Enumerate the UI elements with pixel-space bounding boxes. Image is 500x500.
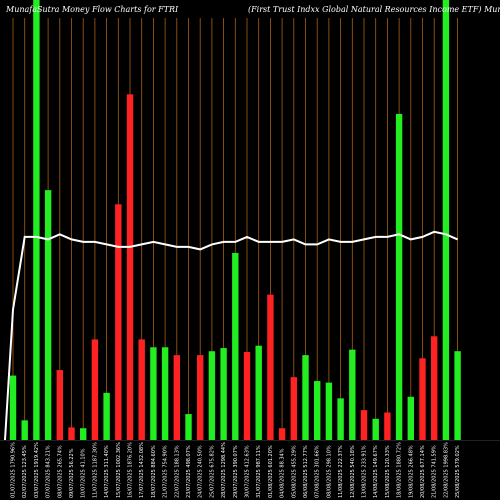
x-tick-label: 04/08/2025 88.34% — [280, 448, 286, 498]
x-tick-label: 07/08/2025 301.66% — [315, 445, 321, 498]
money-flow-bar — [185, 414, 192, 440]
x-tick-label: 02/07/2025 123.45% — [22, 445, 28, 498]
money-flow-bar — [325, 382, 333, 440]
x-tick-label: 06/08/2025 512.77% — [303, 445, 309, 498]
x-tick-label: 18/08/2025 1880.72% — [397, 442, 403, 498]
money-flow-bar — [68, 427, 75, 440]
x-tick-label: 15/07/2025 1002.36% — [116, 442, 122, 498]
x-tick-label: 21/08/2025 741.59% — [432, 445, 438, 498]
x-tick-label: 15/08/2025 120.33% — [385, 445, 391, 498]
money-flow-bar — [80, 428, 87, 440]
money-flow-bar — [314, 381, 321, 440]
x-tick-label: 07/07/2025 843.21% — [46, 445, 52, 498]
x-tick-label: 22/08/2025 1998.83% — [443, 442, 449, 498]
x-tick-label: 21/07/2025 754.90% — [163, 445, 169, 498]
price-line — [4, 230, 458, 441]
money-flow-bar — [197, 355, 204, 440]
money-flow-bar — [126, 94, 134, 441]
money-flow-bar — [91, 339, 99, 440]
x-tick-label: 01/07/2025 1790.96% — [11, 442, 17, 498]
money-flow-bar — [384, 412, 391, 440]
money-flow-bar — [278, 428, 286, 440]
x-tick-label: 16/07/2025 1876.20% — [128, 442, 134, 498]
money-flow-bar — [442, 0, 450, 440]
money-flow-bar — [115, 204, 122, 440]
x-tick-label: 29/07/2025 390.07% — [233, 445, 239, 498]
x-tick-label: 08/08/2025 298.10% — [326, 445, 332, 498]
money-flow-bar — [208, 351, 216, 440]
x-tick-label: 12/08/2025 540.18% — [350, 445, 356, 498]
x-tick-label: 31/07/2025 987.11% — [256, 445, 262, 498]
x-tick-label: 22/07/2025 188.13% — [174, 445, 180, 498]
x-tick-label: 25/08/2025 579.02% — [455, 445, 461, 498]
chart-title-left: MunafaSutra Money Flow Charts for FTRI — [5, 5, 179, 14]
x-tick-label: 25/07/2025 675.82% — [209, 445, 215, 498]
x-tick-label: 20/08/2025 677.14% — [420, 445, 426, 498]
x-tick-label: 05/08/2025 455.29% — [291, 445, 297, 498]
x-tick-label: 11/07/2025 1187.30% — [92, 442, 98, 498]
money-flow-bar — [243, 352, 251, 440]
money-flow-bar — [302, 355, 309, 440]
money-flow-bar — [56, 370, 63, 440]
money-flow-bar — [360, 410, 368, 440]
x-tick-label: 10/07/2025 41.10% — [81, 448, 87, 498]
money-flow-bar — [138, 339, 145, 440]
money-flow-bar — [395, 113, 403, 440]
chart-title-right: (First Trust Indxx Global Natural Resour… — [248, 5, 500, 14]
money-flow-bar — [454, 351, 461, 440]
x-tick-label: 09/07/2025 56.22% — [69, 448, 75, 498]
money-flow-bar — [232, 253, 239, 440]
money-flow-bar — [21, 420, 28, 440]
money-flow-bar — [103, 392, 110, 440]
x-tick-labels: 01/07/2025 1790.96% 02/07/2025 123.45% 03/… — [11, 442, 462, 498]
x-tick-label: 03/07/2025 1919.42% — [34, 442, 40, 498]
x-tick-label: 28/07/2025 1298.44% — [221, 442, 227, 498]
money-flow-bar — [372, 418, 379, 440]
money-flow-bar — [407, 396, 414, 440]
money-flow-bar — [337, 398, 344, 440]
x-tick-label: 14/07/2025 311.40% — [104, 445, 110, 498]
money-flow-bar — [431, 336, 438, 440]
money-flow-bar — [9, 375, 17, 440]
x-tick-label: 24/07/2025 240.50% — [198, 445, 204, 498]
money-flow-bar — [419, 358, 426, 440]
money-flow-bars — [9, 0, 461, 441]
money-flow-bar — [255, 345, 262, 440]
x-tick-label: 23/07/2025 498.07% — [186, 445, 192, 498]
x-tick-label: 13/08/2025 233.91% — [362, 445, 368, 498]
x-tick-label: 01/08/2025 601.20% — [268, 445, 274, 498]
money-flow-bar — [267, 294, 274, 440]
x-tick-label: 14/08/2025 149.67% — [373, 445, 379, 498]
x-tick-label: 30/07/2025 412.63% — [245, 445, 251, 498]
money-flow-bar — [150, 347, 157, 440]
money-flow-bar — [44, 190, 52, 440]
money-flow-bar — [290, 377, 297, 440]
x-tick-label: 17/07/2025 1432.08% — [139, 442, 145, 498]
money-flow-bar — [173, 355, 180, 440]
x-tick-label: 08/07/2025 265.74% — [57, 445, 63, 498]
money-flow-bar — [220, 348, 227, 440]
money-flow-bar — [33, 0, 40, 440]
x-tick-label: 18/07/2025 884.60% — [151, 445, 157, 498]
x-tick-label: 11/08/2025 222.37% — [338, 445, 344, 498]
money-flow-bar — [161, 347, 169, 440]
money-flow-bar — [349, 349, 356, 440]
x-tick-label: 19/08/2025 266.48% — [408, 445, 414, 498]
